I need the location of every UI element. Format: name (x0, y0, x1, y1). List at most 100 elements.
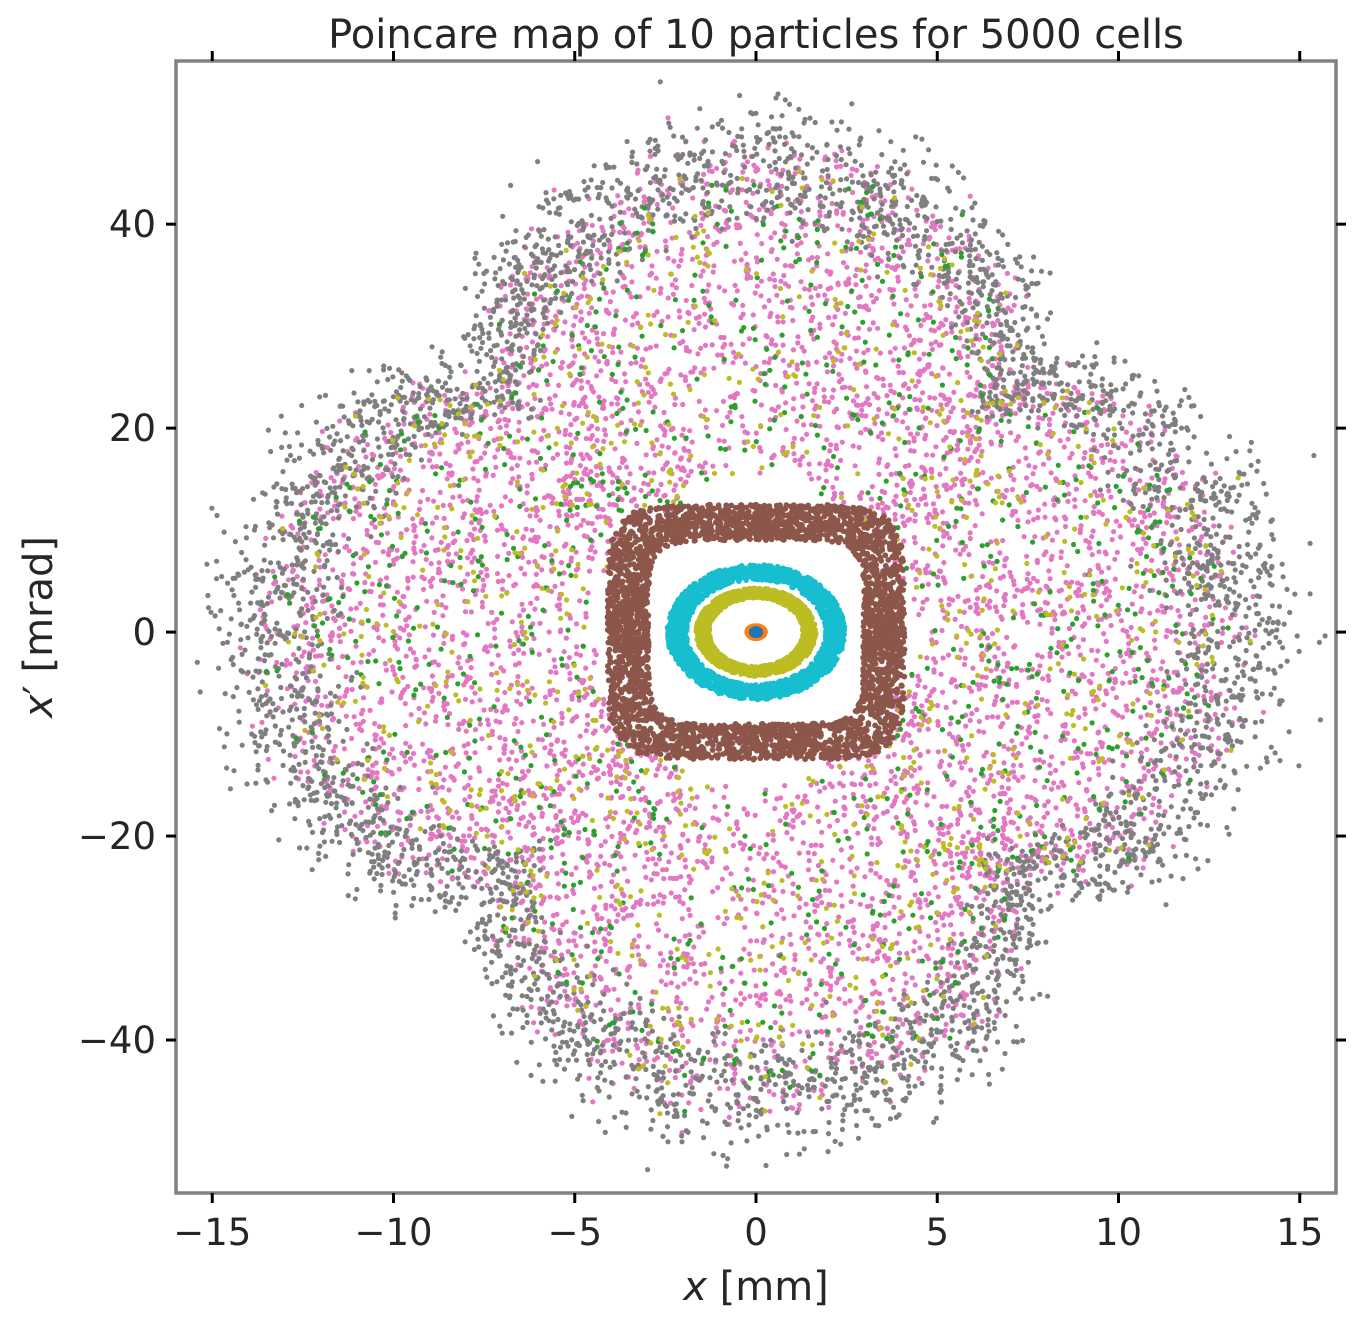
data-point (946, 830, 951, 835)
data-point (1042, 815, 1047, 820)
data-point (771, 869, 776, 874)
data-point (585, 722, 590, 727)
data-point (989, 476, 994, 481)
data-point (442, 393, 447, 398)
data-point (474, 821, 479, 826)
data-point (602, 398, 607, 403)
data-point (943, 466, 948, 471)
data-point (478, 722, 483, 727)
data-point (961, 414, 966, 419)
data-point (725, 414, 730, 419)
data-point (329, 603, 334, 608)
data-point (1021, 615, 1026, 620)
data-point (484, 573, 489, 578)
data-point (781, 319, 786, 324)
data-point (720, 992, 725, 997)
data-point (1189, 687, 1194, 692)
data-point (567, 677, 572, 682)
data-point (238, 645, 243, 650)
data-point (834, 476, 839, 481)
data-point (1041, 760, 1046, 765)
data-point (723, 784, 728, 789)
data-point (384, 668, 389, 673)
data-point (1159, 666, 1164, 671)
data-point (885, 1026, 890, 1031)
data-point (1015, 518, 1020, 523)
data-point (1025, 585, 1030, 590)
data-point (772, 1049, 777, 1054)
data-point (813, 842, 818, 847)
data-point (538, 621, 543, 626)
data-point (1216, 736, 1221, 741)
data-point (941, 438, 946, 443)
data-point (1131, 542, 1136, 547)
data-point (606, 1038, 611, 1043)
data-point (331, 716, 336, 721)
data-point (893, 781, 898, 786)
data-point (876, 395, 881, 400)
data-point (593, 549, 598, 554)
data-point (810, 302, 815, 307)
data-point (984, 750, 989, 755)
data-point (887, 287, 892, 292)
data-point (1146, 769, 1151, 774)
data-point (428, 748, 433, 753)
data-point (979, 449, 984, 454)
data-point (1118, 534, 1123, 539)
data-point (741, 806, 746, 811)
data-point (863, 268, 868, 273)
data-point (686, 473, 691, 478)
data-point (368, 708, 373, 713)
data-point (1009, 738, 1014, 743)
data-point (759, 241, 764, 246)
data-point (936, 279, 941, 284)
data-point (661, 876, 666, 881)
data-point (516, 428, 521, 433)
data-point (897, 951, 902, 956)
data-point (465, 439, 470, 444)
data-point (843, 829, 848, 834)
data-point (547, 751, 552, 756)
data-point (940, 690, 945, 695)
data-point (830, 322, 835, 327)
data-point (888, 987, 893, 992)
data-point (778, 279, 783, 284)
data-point (1104, 639, 1109, 644)
data-point (1120, 681, 1125, 686)
data-point (987, 605, 992, 610)
data-point (976, 836, 981, 841)
data-point (973, 523, 978, 528)
data-point (990, 363, 995, 368)
data-point (781, 916, 786, 921)
data-point (748, 938, 753, 943)
data-point (574, 714, 579, 719)
data-point (337, 418, 342, 423)
data-point (968, 767, 973, 772)
data-point (365, 442, 370, 447)
data-point (836, 1028, 841, 1033)
data-point (502, 417, 507, 422)
data-point (989, 439, 994, 444)
data-point (918, 323, 923, 328)
data-point (598, 349, 603, 354)
data-point (1151, 668, 1156, 673)
data-point (1252, 633, 1257, 638)
data-point (938, 598, 943, 603)
data-point (515, 729, 520, 734)
data-point (520, 536, 525, 541)
data-point (765, 334, 770, 339)
data-point (447, 843, 452, 848)
data-point (363, 454, 368, 459)
data-point (841, 260, 846, 265)
data-point (1174, 712, 1179, 717)
data-point (651, 902, 656, 907)
data-point (790, 1032, 795, 1037)
data-point (589, 872, 594, 877)
data-point (589, 770, 594, 775)
data-point (429, 535, 434, 540)
data-point (867, 327, 872, 332)
data-point (1140, 519, 1145, 524)
data-point (930, 213, 935, 218)
data-point (989, 773, 994, 778)
data-point (975, 596, 980, 601)
